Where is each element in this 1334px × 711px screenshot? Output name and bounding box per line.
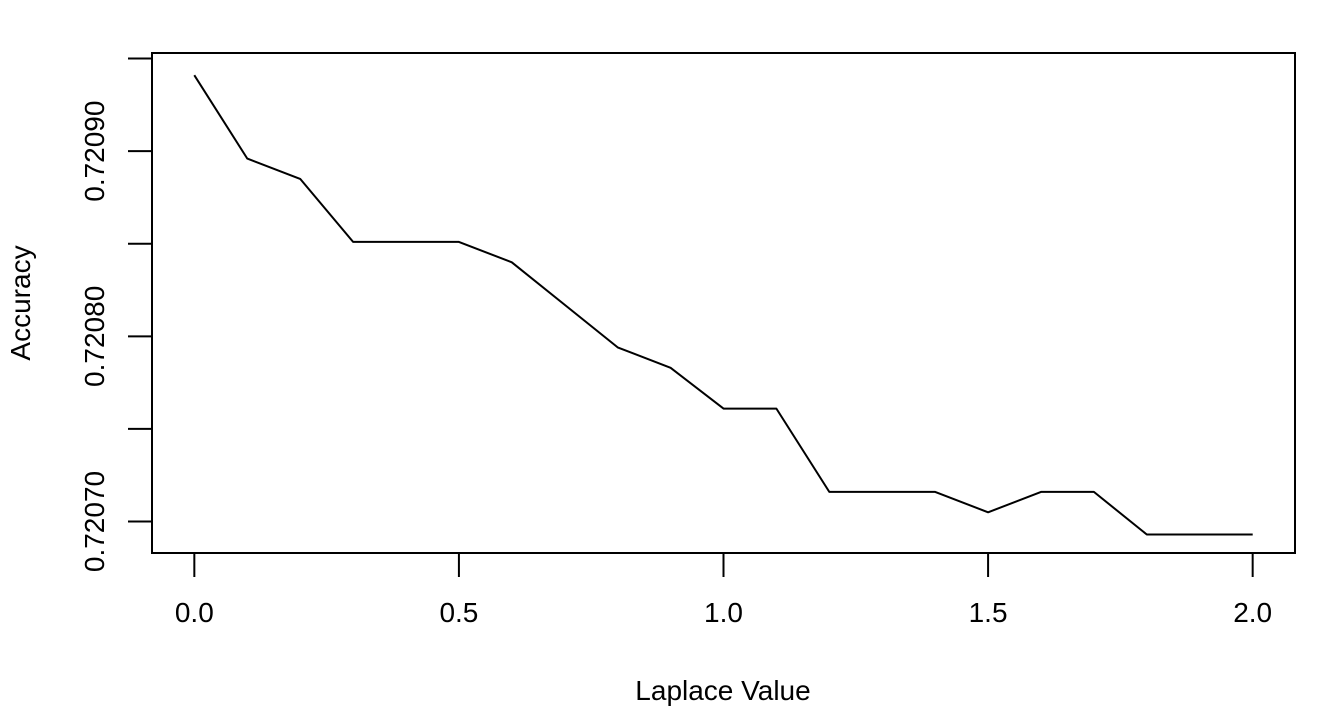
y-axis: 0.72070 0.72080 0.72090 [79, 57, 153, 572]
plot-frame [151, 52, 1296, 554]
x-tick-label: 0.0 [175, 597, 214, 628]
y-axis-title: Accuracy [5, 245, 36, 360]
y-tick-label: 0.72070 [79, 471, 110, 572]
y-tick-label: 0.72080 [79, 286, 110, 387]
x-tick-label: 2.0 [1233, 597, 1272, 628]
x-tick-label: 0.5 [439, 597, 478, 628]
series-layer [193, 74, 1253, 536]
x-tick-label: 1.5 [969, 597, 1008, 628]
x-axis: 0.0 0.5 1.0 1.5 2.0 [175, 552, 1272, 628]
series-line [193, 74, 1253, 536]
x-tick-label: 1.0 [704, 597, 743, 628]
y-tick-label: 0.72090 [79, 101, 110, 202]
x-axis-title: Laplace Value [635, 675, 810, 706]
